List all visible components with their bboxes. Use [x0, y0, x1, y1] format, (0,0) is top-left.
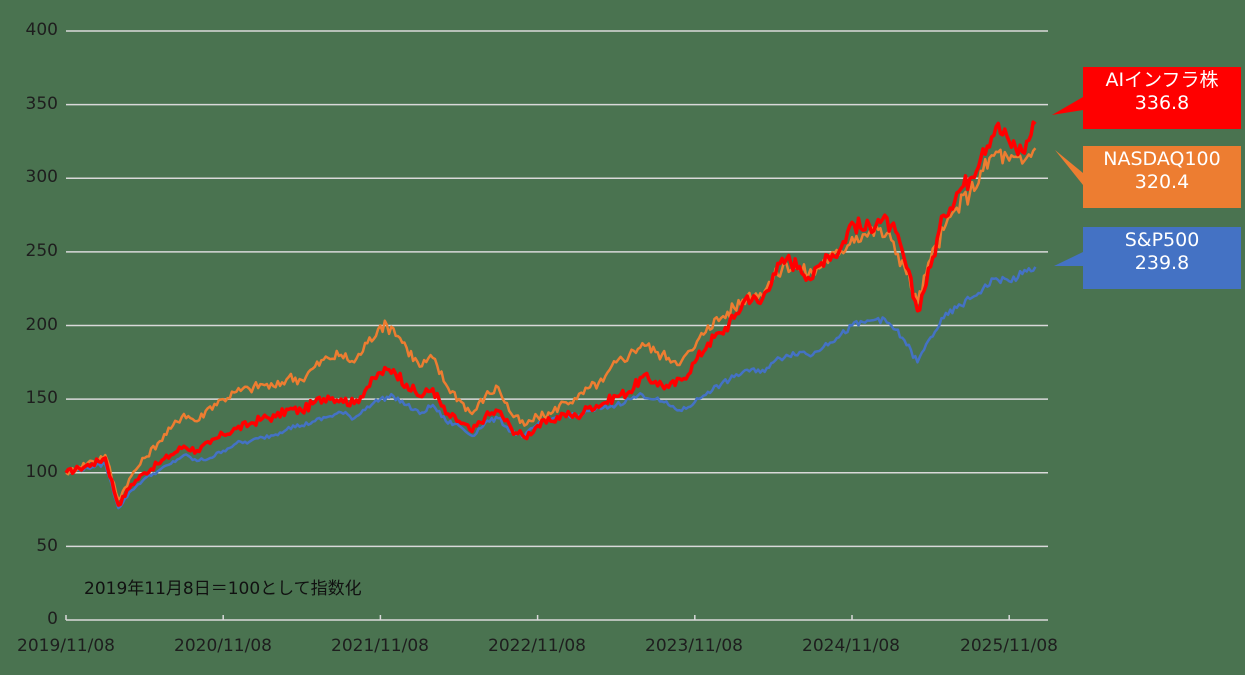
series-line-0: [64, 120, 1037, 507]
callout-sp500: S&P500 239.8: [1083, 227, 1241, 289]
x-tick-label: 2020/11/08: [174, 636, 272, 656]
callout-label: NASDAQ100: [1103, 148, 1221, 170]
y-tick-label: 0: [47, 609, 58, 629]
callout-value: 239.8: [1134, 252, 1190, 274]
y-tick-label: 300: [25, 167, 58, 187]
y-tick-label: 400: [25, 20, 58, 40]
series-line-1: [65, 147, 1037, 501]
gridlines: [66, 30, 1048, 621]
series-lines: [64, 120, 1037, 510]
callout-ai-infra: AIインフラ株 336.8: [1083, 67, 1241, 129]
x-tick-label: 2021/11/08: [331, 636, 429, 656]
y-tick-label: 350: [25, 94, 58, 114]
x-tick-label: 2025/11/08: [960, 636, 1058, 656]
callout-value: 336.8: [1134, 92, 1190, 114]
y-tick-label: 100: [25, 462, 58, 482]
x-tick-label: 2023/11/08: [645, 636, 743, 656]
callout-pointer: [1052, 97, 1083, 115]
series-line-2: [66, 266, 1037, 510]
y-tick-label: 200: [25, 315, 58, 335]
callout-label: S&P500: [1124, 229, 1200, 251]
x-tick-label: 2022/11/08: [488, 636, 586, 656]
y-tick-label: 150: [25, 388, 58, 408]
x-axis-ticks: [65, 615, 1010, 620]
callout-pointers: [1052, 97, 1083, 266]
callout-label: AIインフラ株: [1105, 69, 1219, 91]
x-tick-label: 2024/11/08: [802, 636, 900, 656]
callout-pointer: [1054, 252, 1083, 266]
callout-value: 320.4: [1134, 171, 1190, 193]
callout-pointer: [1055, 150, 1083, 185]
y-tick-label: 50: [36, 536, 58, 556]
index-note: 2019年11月8日＝100として指数化: [84, 579, 362, 599]
callout-nasdaq100: NASDAQ100 320.4: [1083, 146, 1241, 208]
y-tick-label: 250: [25, 241, 58, 261]
x-tick-label: 2019/11/08: [17, 636, 115, 656]
